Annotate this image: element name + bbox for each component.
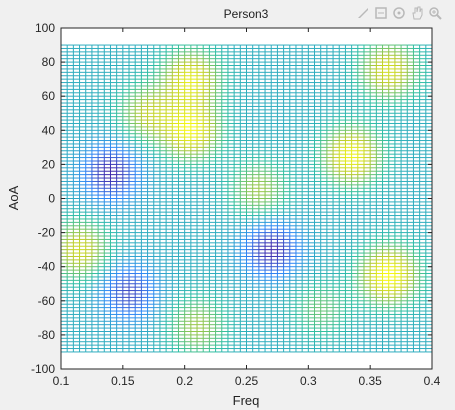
mesh-layer: [60, 44, 433, 353]
datatip-icon[interactable]: [372, 4, 389, 22]
pan-icon[interactable]: [408, 4, 425, 22]
brush-icon[interactable]: [354, 4, 371, 22]
figure-toolbar: [354, 3, 443, 23]
zoom-in-icon[interactable]: [426, 4, 443, 22]
rotate-icon[interactable]: [390, 4, 407, 22]
